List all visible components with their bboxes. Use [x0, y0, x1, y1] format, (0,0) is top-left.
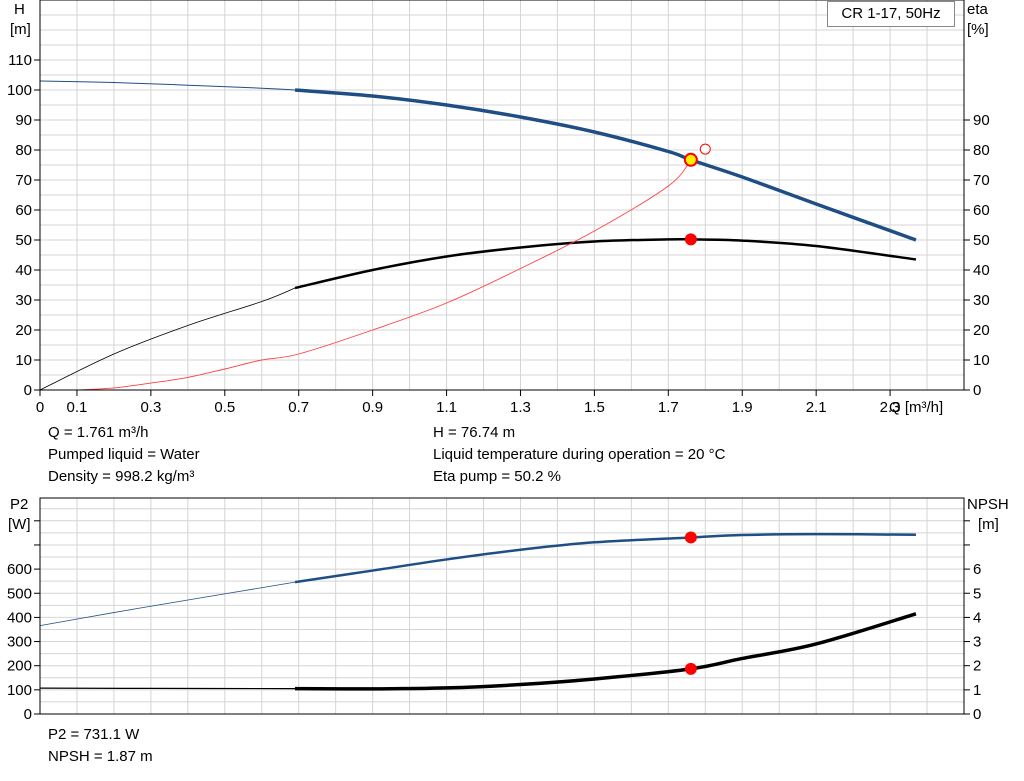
info-p2: P2 = 731.1 W — [48, 726, 140, 743]
info-density: Density = 998.2 kg/m³ — [48, 468, 195, 485]
info-eta: Eta pump = 50.2 % — [433, 468, 561, 485]
bottom-plot-frame — [39, 497, 965, 715]
y-tick-label-left-bottom: 0 — [24, 706, 32, 723]
y-tick-label-left-top: 20 — [15, 322, 32, 339]
y-tick-label-left-top: 80 — [15, 142, 32, 159]
top-left-axis-unit: [m] — [10, 21, 31, 38]
y-tick-label-left-top: 100 — [7, 82, 32, 99]
duty-point-head — [683, 152, 698, 167]
duty-point-p2 — [684, 531, 697, 544]
info-temperature: Liquid temperature during operation = 20… — [433, 446, 726, 463]
x-tick-label: 0.9 — [362, 399, 383, 416]
markers — [683, 143, 711, 675]
y-tick-label-right-top: 70 — [973, 172, 990, 189]
head-curve-thin — [39, 80, 296, 91]
info-npsh: NPSH = 1.87 m — [48, 748, 153, 765]
top-left-axis-title: H — [14, 1, 25, 18]
y-tick-label-right-top: 10 — [973, 352, 990, 369]
y-tick-label-right-bottom: 5 — [973, 585, 981, 602]
y-tick-label-left-bottom: 500 — [7, 585, 32, 602]
y-tick-label-right-top: 40 — [973, 262, 990, 279]
y-tick-label-right-top: 30 — [973, 292, 990, 309]
x-tick-label: 1.3 — [510, 399, 531, 416]
y-tick-label-left-top: 60 — [15, 202, 32, 219]
y-tick-label-left-bottom: 200 — [7, 658, 32, 675]
head-curve — [294, 88, 917, 242]
duty-point-npsh — [684, 662, 697, 675]
x-tick-label: 1.1 — [436, 399, 457, 416]
curves — [39, 80, 917, 691]
x-tick-label: 0.5 — [214, 399, 235, 416]
y-tick-label-right-bottom: 6 — [973, 561, 981, 578]
info-h: H = 76.74 m — [433, 424, 516, 441]
x-tick-label: 1.9 — [732, 399, 753, 416]
axis-ticks: 0 0.1 0.3 0.5 0.7 0.9 1.1 1.3 1.5 1.7 1.9 2.1 2.3010… — [7, 52, 990, 723]
y-tick-label-left-bottom: 600 — [7, 561, 32, 578]
y-tick-label-left-top: 50 — [15, 232, 32, 249]
eta-curve — [294, 237, 917, 290]
x-tick-label: 0.3 — [140, 399, 161, 416]
y-tick-label-right-top: 80 — [973, 142, 990, 159]
top-plot-frame — [39, 0, 965, 391]
y-tick-label-right-top: 20 — [973, 322, 990, 339]
y-tick-label-left-top: 70 — [15, 172, 32, 189]
grid-top — [40, 0, 964, 390]
y-tick-label-left-top: 0 — [24, 382, 32, 399]
y-tick-label-right-top: 60 — [973, 202, 990, 219]
top-right-axis-title: eta — [967, 1, 989, 18]
y-tick-label-right-bottom: 1 — [973, 682, 981, 699]
efficiency-line — [76, 159, 692, 391]
bottom-right-axis-title: NPSH — [967, 496, 1009, 513]
y-tick-label-left-bottom: 100 — [7, 682, 32, 699]
p2-curve — [294, 532, 916, 584]
x-tick-label: 1.7 — [658, 399, 679, 416]
duty-point-eta — [684, 233, 697, 246]
bottom-left-axis-unit: [W] — [8, 516, 31, 533]
legend-box: CR 1-17, 50Hz — [827, 1, 955, 27]
info-liquid: Pumped liquid = Water — [48, 446, 200, 463]
info-q: Q = 1.761 m³/h — [48, 424, 149, 441]
y-tick-label-right-top: 50 — [973, 232, 990, 249]
y-tick-label-left-top: 40 — [15, 262, 32, 279]
y-tick-label-right-top: 0 — [973, 382, 981, 399]
y-tick-label-left-top: 110 — [8, 52, 32, 69]
y-tick-label-left-top: 30 — [15, 292, 32, 309]
x-tick-label: 0.7 — [288, 399, 309, 416]
open-circle-marker — [699, 143, 711, 155]
grid-bottom — [40, 498, 964, 714]
y-tick-label-left-bottom: 300 — [7, 634, 32, 651]
y-tick-label-right-top: 90 — [973, 112, 990, 129]
y-tick-label-right-bottom: 3 — [973, 634, 981, 651]
y-tick-label-left-top: 10 — [15, 352, 32, 369]
x-tick-label: 0 — [36, 399, 44, 416]
x-tick-label: 2.1 — [806, 399, 827, 416]
npsh-curve — [295, 612, 917, 691]
top-right-axis-unit: [%] — [967, 21, 989, 38]
y-tick-label-right-bottom: 0 — [973, 706, 981, 723]
y-tick-label-left-top: 90 — [15, 112, 32, 129]
p2-curve-thin — [39, 581, 296, 627]
bottom-left-axis-title: P2 — [10, 496, 28, 513]
y-tick-label-right-bottom: 4 — [973, 609, 981, 626]
eta-curve-thin — [39, 287, 296, 391]
x-tick-label: 2.3 — [880, 399, 901, 416]
x-axis-title: Q [m³/h] — [889, 399, 943, 416]
x-tick-label: 0.1 — [67, 399, 88, 416]
y-tick-label-left-bottom: 400 — [7, 609, 32, 626]
y-tick-label-right-bottom: 2 — [973, 658, 981, 675]
bottom-right-axis-unit: [m] — [978, 516, 999, 533]
x-tick-label: 1.5 — [584, 399, 605, 416]
